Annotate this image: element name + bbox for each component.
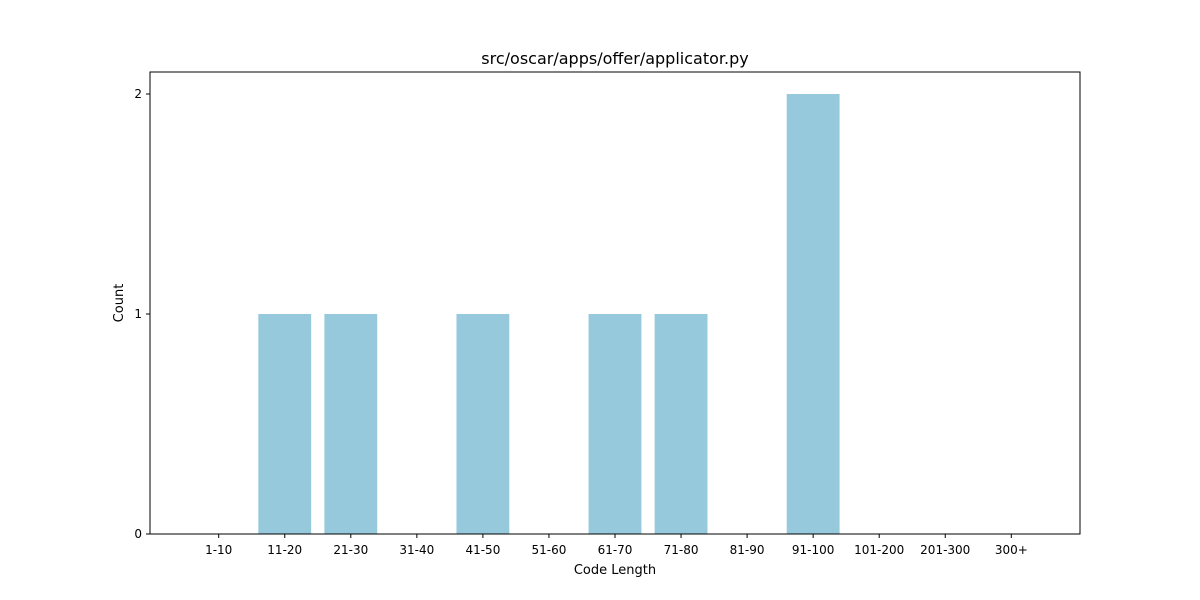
x-axis-label: Code Length xyxy=(574,563,656,578)
x-tick-label: 71-80 xyxy=(664,543,699,557)
bar-61-70 xyxy=(588,314,642,534)
x-tick-label: 91-100 xyxy=(792,543,835,557)
x-tick-label: 300+ xyxy=(995,543,1028,557)
y-axis: 0 1 2 xyxy=(134,87,150,541)
x-tick-label: 41-50 xyxy=(465,543,500,557)
bar-71-80 xyxy=(654,314,708,534)
bars-group xyxy=(258,94,840,534)
y-axis-label: Count xyxy=(112,284,127,323)
bar-21-30 xyxy=(324,314,378,534)
x-tick-label: 11-20 xyxy=(267,543,302,557)
y-tick-label: 2 xyxy=(134,87,142,101)
x-tick-label: 31-40 xyxy=(399,543,434,557)
x-tick-label: 51-60 xyxy=(532,543,567,557)
x-tick-label: 21-30 xyxy=(333,543,368,557)
bar-11-20 xyxy=(258,314,312,534)
y-tick-label: 1 xyxy=(134,307,142,321)
chart-title: src/oscar/apps/offer/applicator.py xyxy=(481,49,748,68)
x-tick-label: 201-300 xyxy=(920,543,970,557)
x-tick-label: 81-90 xyxy=(730,543,765,557)
x-tick-label: 61-70 xyxy=(598,543,633,557)
bar-41-50 xyxy=(456,314,510,534)
x-tick-label: 101-200 xyxy=(854,543,904,557)
y-tick-label: 0 xyxy=(134,527,142,541)
x-tick-label: 1-10 xyxy=(205,543,232,557)
x-axis: 1-10 11-20 21-30 31-40 41-50 51-60 61-70 71-80 8… xyxy=(205,534,1028,557)
bar-91-100 xyxy=(786,94,840,534)
